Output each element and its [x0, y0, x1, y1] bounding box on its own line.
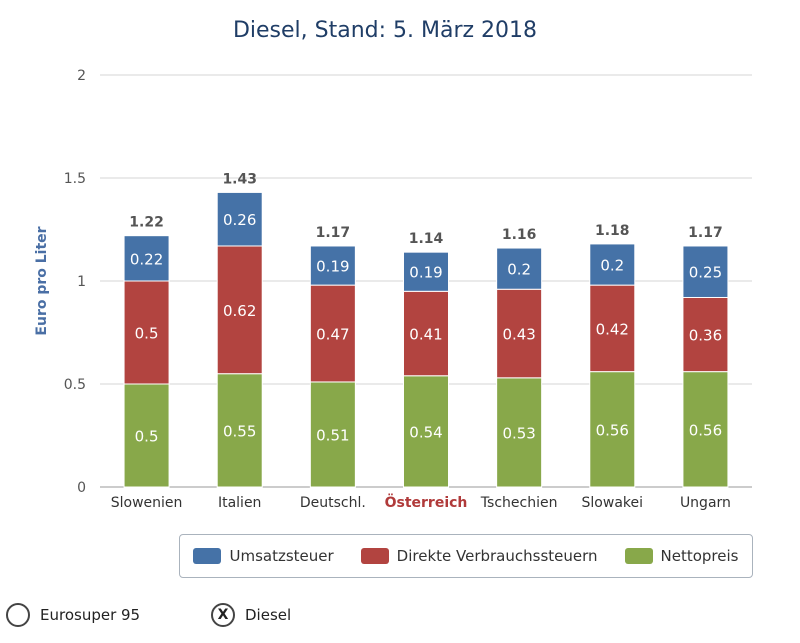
x-tick-label: Italien [218, 495, 261, 511]
segment-value-label: 0.2 [600, 257, 624, 275]
legend: Umsatzsteuer Direkte Verbrauchssteuern N… [179, 534, 753, 578]
segment-value-label: 0.5 [135, 325, 159, 343]
segment-value-label: 0.19 [316, 258, 349, 276]
x-tick-label: Tschechien [480, 495, 558, 511]
segment-value-label: 0.25 [689, 264, 722, 282]
bar-segment [403, 290, 449, 377]
bar-segment [123, 383, 170, 488]
total-value-label: 1.43 [222, 171, 257, 187]
bars [123, 191, 729, 488]
x-tick-label: Österreich [385, 493, 468, 511]
segment-value-label: 0.22 [130, 250, 163, 268]
segment-value-label: 0.41 [409, 326, 442, 344]
legend-swatch-verbrauchssteuern [360, 548, 389, 564]
x-tick-label: Ungarn [680, 495, 731, 511]
segment-value-label: 0.53 [502, 424, 535, 442]
stacked-bar-chart: Diesel, Stand: 5. März 2018 Euro pro Lit… [34, 18, 752, 511]
x-tick-label: Slowakei [582, 495, 643, 511]
bar-segment [309, 245, 356, 286]
bar-segment [682, 245, 729, 298]
segment-value-label: 0.56 [689, 421, 722, 439]
radio-label: Eurosuper 95 [40, 606, 141, 624]
bar-segment [682, 296, 729, 373]
total-value-label: 1.16 [502, 227, 537, 243]
bar-segment [309, 284, 356, 383]
bar-segment [589, 243, 636, 286]
fuel-selector: Eurosuper 95 X Diesel [6, 603, 291, 627]
bar-segment [403, 251, 449, 292]
segment-value-label: 0.26 [223, 211, 256, 229]
segment-value-label: 0.56 [596, 421, 629, 439]
segment-value-label: 0.47 [316, 326, 349, 344]
x-tick-label: Slowenien [111, 495, 183, 511]
segment-value-label: 0.42 [596, 320, 629, 338]
segment-value-label: 0.2 [507, 261, 531, 279]
bar-segment [496, 377, 543, 488]
bar-segment [589, 371, 636, 488]
bar-segment [496, 247, 543, 290]
bar-segment [682, 371, 729, 488]
y-tick-label: 0.5 [64, 377, 86, 393]
bar-segment [589, 284, 636, 373]
labels: 00.511.520.50.50.221.22Slowenien0.550.62… [64, 68, 731, 511]
total-value-label: 1.14 [409, 231, 444, 247]
y-tick-label: 2 [77, 68, 86, 84]
total-value-label: 1.17 [316, 225, 351, 241]
bar-segment [123, 280, 170, 385]
segment-value-label: 0.5 [135, 428, 159, 446]
y-axis-label: Euro pro Liter [34, 226, 50, 335]
total-value-label: 1.22 [129, 215, 164, 231]
total-value-label: 1.17 [688, 225, 723, 241]
segment-value-label: 0.51 [316, 426, 349, 444]
y-tick-label: 1.5 [64, 171, 86, 187]
radio-eurosuper-95[interactable]: Eurosuper 95 [6, 603, 211, 627]
legend-item-nettopreis[interactable]: Nettopreis [624, 547, 739, 565]
y-tick-label: 1 [77, 274, 86, 290]
bar-segment [309, 381, 356, 488]
radio-label: Diesel [245, 606, 292, 624]
bar-segment [216, 191, 263, 247]
segment-value-label: 0.54 [409, 423, 442, 441]
bar-segment [403, 375, 449, 488]
legend-swatch-umsatzsteuer [193, 548, 222, 564]
segment-value-label: 0.62 [223, 302, 256, 320]
bar-segment [123, 235, 170, 282]
y-tick-label: 0 [77, 480, 86, 496]
x-tick-label: Deutschl. [300, 495, 366, 511]
segment-value-label: 0.19 [409, 264, 442, 282]
segment-value-label: 0.36 [689, 327, 722, 345]
legend-item-verbrauchssteuern[interactable]: Direkte Verbrauchssteuern [360, 547, 598, 565]
legend-label: Umsatzsteuer [229, 547, 334, 565]
segment-value-label: 0.55 [223, 422, 256, 440]
legend-swatch-nettopreis [624, 548, 653, 564]
total-value-label: 1.18 [595, 223, 630, 239]
radio-diesel[interactable]: X Diesel [211, 603, 291, 627]
radio-circle-selected[interactable]: X [211, 603, 235, 627]
chart-title: Diesel, Stand: 5. März 2018 [233, 18, 537, 43]
bar-segment [496, 288, 543, 379]
radio-circle-unselected[interactable] [6, 603, 30, 627]
segment-value-label: 0.43 [502, 326, 535, 344]
legend-item-umsatzsteuer[interactable]: Umsatzsteuer [193, 547, 334, 565]
legend-label: Direkte Verbrauchssteuern [396, 547, 598, 565]
legend-label: Nettopreis [660, 547, 739, 565]
